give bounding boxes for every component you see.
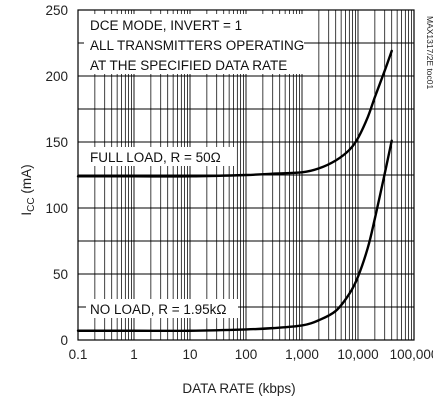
x-tick-label: 1,000: [285, 347, 319, 362]
y-tick-label: 50: [53, 267, 68, 282]
full-load-label: FULL LOAD, R = 50Ω: [90, 150, 221, 165]
condition-line-2: ALL TRANSMITTERS OPERATING: [90, 38, 304, 53]
y-tick-label: 0: [60, 333, 68, 348]
annotations: DCE MODE, INVERT = 1 ALL TRANSMITTERS OP…: [19, 14, 433, 396]
condition-line-3: AT THE SPECIFIED DATA RATE: [90, 58, 287, 73]
y-tick-label: 100: [45, 201, 68, 216]
y-tick-label: 200: [45, 69, 68, 84]
x-tick-label: 100,000: [390, 347, 433, 362]
x-tick-label: 100: [235, 347, 258, 362]
x-tick-label: 0.1: [69, 347, 88, 362]
figure-code: MAX1317/2E toc01: [425, 16, 433, 90]
tick-labels: 0.1 1 10 100 1,000 10,000 100,000 0 50 100 150 200 2…: [45, 3, 433, 362]
no-load-label: NO LOAD, R = 1.95kΩ: [90, 302, 227, 317]
y-tick-label: 150: [45, 135, 68, 150]
plot-frame: [77, 9, 415, 341]
y-axis-title: ICC (mA): [19, 164, 37, 215]
no-load-curve: [76, 139, 393, 333]
x-axis-title: DATA RATE (kbps): [182, 381, 295, 396]
no-load-label-bg: [86, 299, 238, 318]
x-tick-label: 10: [182, 347, 197, 362]
x-tick-label: 10,000: [337, 347, 378, 362]
full-load-curve: [76, 49, 393, 178]
full-load-label-bg: [86, 147, 234, 166]
y-tick-label: 250: [45, 3, 68, 18]
x-tick-label: 1: [130, 347, 138, 362]
conditions-box: [84, 14, 304, 74]
curves: [76, 49, 393, 333]
condition-line-1: DCE MODE, INVERT = 1: [90, 18, 242, 33]
